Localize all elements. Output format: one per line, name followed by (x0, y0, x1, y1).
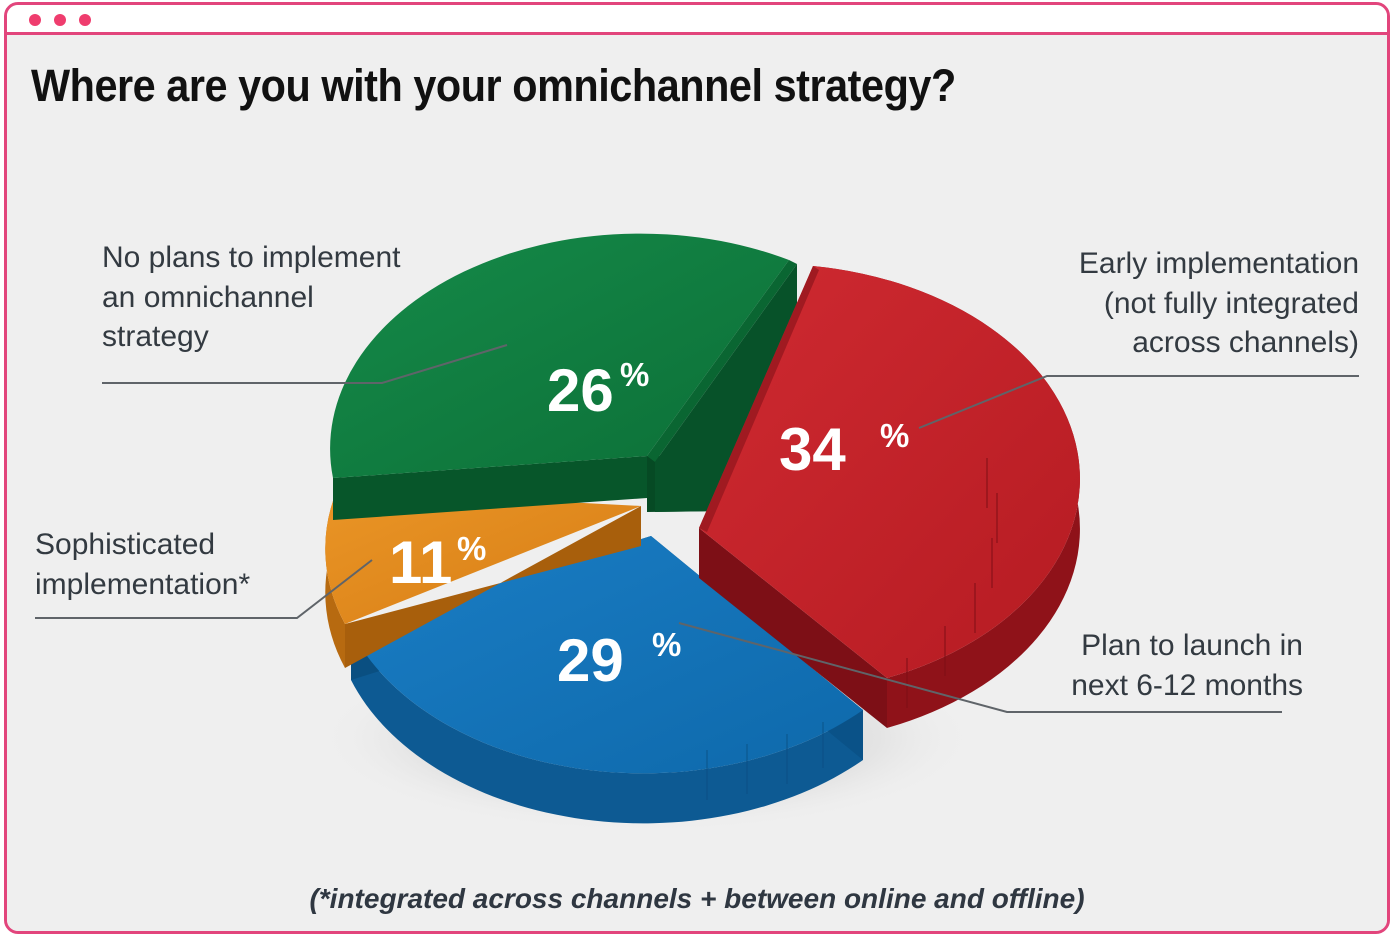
pie-svg: 26 % 34 % 29 % 11 % (35, 233, 1359, 833)
chart-canvas: Where are you with your omnichannel stra… (7, 38, 1387, 931)
page-title: Where are you with your omnichannel stra… (31, 60, 956, 111)
slice-value-blue: 29 % (557, 626, 681, 694)
pie-chart: 26 % 34 % 29 % 11 % (7, 38, 1387, 931)
pie-slice-red[interactable] (699, 266, 1080, 728)
pie-slice-orange[interactable] (325, 490, 641, 668)
label-plan-to-launch: Plan to launch in next 6-12 months (1071, 629, 1303, 702)
leader-line-orange (35, 559, 373, 619)
label-no-plans: No plans to implement an omnichannel str… (102, 241, 401, 354)
leader-line-green (102, 344, 508, 384)
slice-value-green: 26 % (547, 356, 649, 424)
blue-value-number: 29 (557, 627, 624, 694)
leader-line-red (918, 375, 1359, 429)
orange-value-sign: % (457, 530, 486, 567)
close-dot[interactable] (29, 14, 41, 26)
slice-value-red: 34 % (779, 416, 909, 483)
minimize-dot[interactable] (54, 14, 66, 26)
green-value-sign: % (620, 356, 649, 393)
label-sophisticated: Sophisticated implementation* (35, 528, 251, 601)
maximize-dot[interactable] (79, 14, 91, 26)
window-titlebar (7, 5, 1387, 35)
label-early-implementation: Early implementation (not fully integrat… (1078, 247, 1359, 360)
window-controls (29, 14, 91, 26)
red-value-sign: % (880, 417, 909, 454)
slice-value-orange: 11 % (389, 529, 486, 596)
chart-footnote: (*integrated across channels + between o… (309, 883, 1085, 914)
leader-line-blue (678, 622, 1282, 713)
pie-slice-blue[interactable] (351, 536, 863, 824)
green-value-number: 26 (547, 357, 614, 424)
orange-value-number: 11 (389, 529, 452, 596)
pie-slice-green[interactable] (330, 233, 797, 520)
browser-window: Where are you with your omnichannel stra… (4, 2, 1390, 934)
blue-value-sign: % (652, 626, 681, 663)
red-value-number: 34 (779, 416, 846, 483)
